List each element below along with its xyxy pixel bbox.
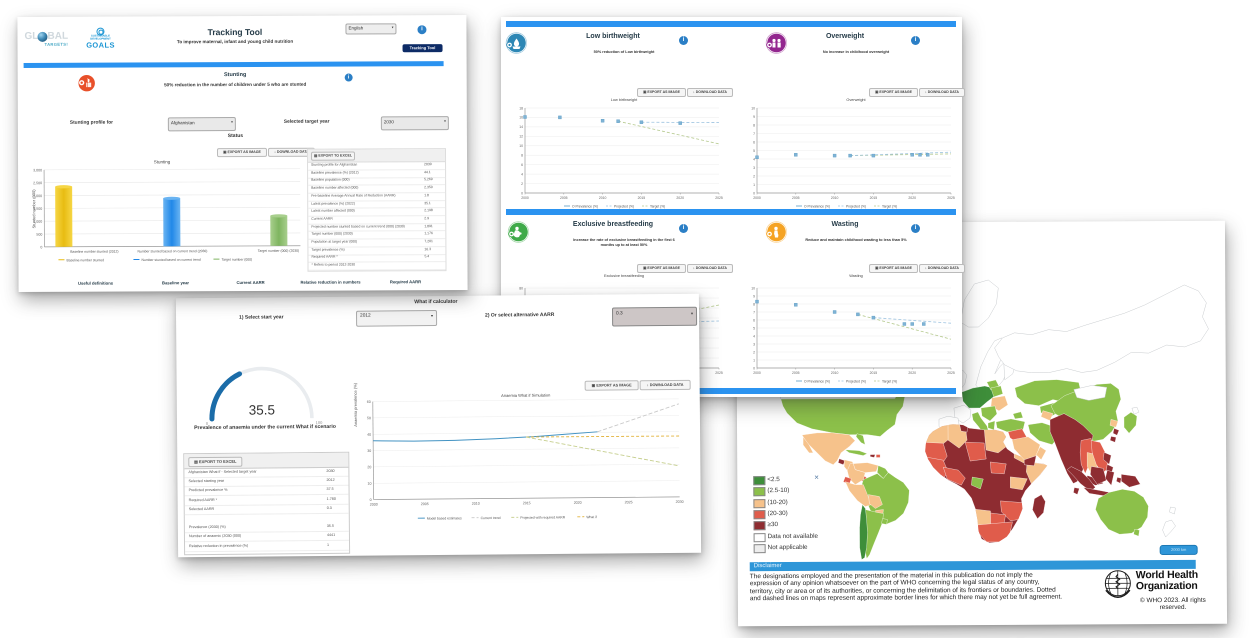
svg-text:7: 7 xyxy=(753,310,755,314)
svg-text:Current trend: Current trend xyxy=(481,516,501,520)
svg-text:2000: 2000 xyxy=(753,196,761,200)
svg-text:2015: 2015 xyxy=(870,196,878,200)
svg-text:0: 0 xyxy=(753,191,755,195)
svg-text:2025: 2025 xyxy=(715,196,723,200)
svg-text:8: 8 xyxy=(521,154,523,158)
svg-text:3: 3 xyxy=(753,342,755,346)
svg-text:3,000: 3,000 xyxy=(33,168,42,172)
svg-text:Target number (000): Target number (000) xyxy=(221,258,252,262)
svg-text:2000: 2000 xyxy=(753,371,761,375)
svg-text:4: 4 xyxy=(521,172,523,176)
svg-text:1,500: 1,500 xyxy=(33,207,42,211)
svg-text:5: 5 xyxy=(753,149,755,153)
svg-text:Target number (000) (2030): Target number (000) (2030) xyxy=(258,249,299,253)
svg-text:1: 1 xyxy=(753,358,755,362)
svg-text:10: 10 xyxy=(751,286,755,290)
svg-text:10: 10 xyxy=(519,144,523,148)
svg-text:100: 100 xyxy=(316,420,323,425)
svg-text:2025: 2025 xyxy=(625,500,633,504)
svg-text:6: 6 xyxy=(521,163,523,167)
svg-text:0: 0 xyxy=(40,245,42,249)
svg-text:2,000: 2,000 xyxy=(33,194,42,198)
svg-text:What if: What if xyxy=(586,515,597,519)
svg-text:0: 0 xyxy=(521,191,523,195)
svg-text:35.5: 35.5 xyxy=(249,402,275,417)
svg-text:8: 8 xyxy=(753,123,755,127)
svg-text:9: 9 xyxy=(753,115,755,119)
svg-text:2015: 2015 xyxy=(638,196,646,200)
svg-text:2015: 2015 xyxy=(870,371,878,375)
svg-text:2,500: 2,500 xyxy=(33,181,42,185)
svg-text:O Prevalence (%): O Prevalence (%) xyxy=(572,204,598,208)
svg-text:40: 40 xyxy=(367,433,371,437)
svg-text:2010: 2010 xyxy=(831,371,839,375)
svg-text:2020: 2020 xyxy=(676,196,684,200)
svg-text:2: 2 xyxy=(521,182,523,186)
svg-text:80: 80 xyxy=(519,286,523,290)
svg-text:2005: 2005 xyxy=(560,196,568,200)
svg-text:1,000: 1,000 xyxy=(33,220,42,224)
svg-text:2015: 2015 xyxy=(523,501,531,505)
svg-text:2000: 2000 xyxy=(521,196,529,200)
svg-text:1: 1 xyxy=(753,183,755,187)
svg-text:Baseline number stunted: Baseline number stunted xyxy=(66,258,104,262)
svg-text:2030: 2030 xyxy=(676,500,684,504)
svg-text:Model based estimates: Model based estimates xyxy=(427,516,462,520)
svg-text:Anaemia What if Simulation: Anaemia What if Simulation xyxy=(501,393,550,398)
svg-text:2020: 2020 xyxy=(908,371,916,375)
svg-text:Projected with required AARR: Projected with required AARR xyxy=(520,515,565,519)
svg-text:2010: 2010 xyxy=(472,502,480,506)
svg-text:8: 8 xyxy=(753,302,755,306)
svg-text:2020: 2020 xyxy=(574,501,582,505)
svg-text:Number stunted based on curren: Number stunted based on current trend xyxy=(141,258,200,262)
svg-text:Baseline number stunted (2012): Baseline number stunted (2012) xyxy=(70,250,118,254)
svg-text:10: 10 xyxy=(367,482,371,486)
svg-text:0: 0 xyxy=(206,421,209,426)
svg-text:2010: 2010 xyxy=(831,196,839,200)
svg-text:Target (%): Target (%) xyxy=(882,379,897,383)
svg-text:4: 4 xyxy=(753,334,755,338)
svg-text:50: 50 xyxy=(367,416,371,420)
svg-text:10: 10 xyxy=(751,106,755,110)
svg-text:Stunting: Stunting xyxy=(154,159,171,164)
svg-text:20: 20 xyxy=(367,465,371,469)
svg-text:Stunted number (000): Stunted number (000) xyxy=(31,189,36,229)
svg-text:2005: 2005 xyxy=(792,371,800,375)
svg-text:2025: 2025 xyxy=(715,371,723,375)
svg-text:O Prevalence (%): O Prevalence (%) xyxy=(804,204,830,208)
svg-text:5: 5 xyxy=(753,326,755,330)
svg-text:Number stunted based on curren: Number stunted based on current trend (2… xyxy=(137,249,207,253)
svg-text:6: 6 xyxy=(753,140,755,144)
svg-text:0: 0 xyxy=(370,498,372,502)
svg-text:0: 0 xyxy=(753,366,755,370)
svg-text:30: 30 xyxy=(367,449,371,453)
svg-text:12: 12 xyxy=(519,135,523,139)
svg-text:2010: 2010 xyxy=(599,196,607,200)
svg-text:2: 2 xyxy=(753,350,755,354)
svg-text:2005: 2005 xyxy=(421,502,429,506)
svg-text:2025: 2025 xyxy=(947,196,955,200)
svg-text:O Prevalence (%): O Prevalence (%) xyxy=(804,379,830,383)
svg-text:6: 6 xyxy=(753,318,755,322)
svg-text:Target (%): Target (%) xyxy=(882,204,897,208)
svg-text:500: 500 xyxy=(36,233,42,237)
svg-text:Target (%): Target (%) xyxy=(650,204,665,208)
svg-text:16: 16 xyxy=(519,116,523,120)
svg-text:2025: 2025 xyxy=(947,371,955,375)
svg-text:2005: 2005 xyxy=(792,196,800,200)
svg-text:2: 2 xyxy=(753,174,755,178)
svg-text:9: 9 xyxy=(753,294,755,298)
svg-text:Projected (%): Projected (%) xyxy=(846,379,866,383)
svg-text:Projected (%): Projected (%) xyxy=(846,204,866,208)
svg-text:60: 60 xyxy=(367,400,371,404)
svg-text:2020: 2020 xyxy=(908,196,916,200)
svg-text:4: 4 xyxy=(753,157,755,161)
svg-text:3: 3 xyxy=(753,166,755,170)
svg-text:7: 7 xyxy=(753,132,755,136)
svg-text:2000: 2000 xyxy=(370,503,378,507)
svg-text:Projected (%): Projected (%) xyxy=(614,204,634,208)
svg-text:14: 14 xyxy=(519,125,523,129)
svg-text:18: 18 xyxy=(519,106,523,110)
